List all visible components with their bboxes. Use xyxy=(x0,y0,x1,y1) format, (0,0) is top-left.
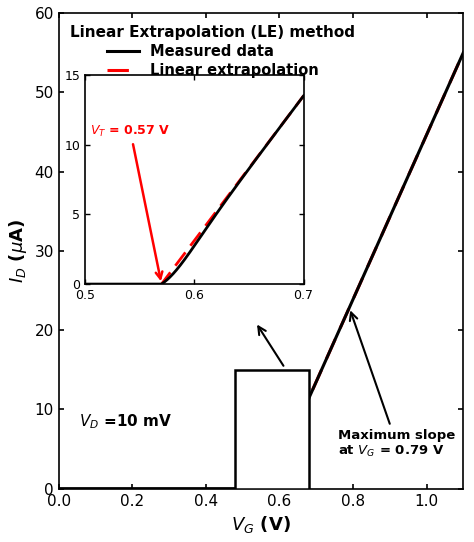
Measured data xyxy=(461,49,466,56)
Measured data xyxy=(291,429,297,436)
Line: Linear extrapolation: Linear extrapolation xyxy=(59,53,464,542)
Measured data xyxy=(81,486,86,492)
Measured data xyxy=(56,486,62,492)
Line: Measured data: Measured data xyxy=(59,53,464,489)
Linear extrapolation xyxy=(426,127,432,133)
X-axis label: $V_G$ (V): $V_G$ (V) xyxy=(231,514,291,535)
Measured data xyxy=(404,175,410,182)
Text: Maximum slope
at $V_G$ = 0.79 V: Maximum slope at $V_G$ = 0.79 V xyxy=(338,312,456,460)
Linear extrapolation xyxy=(440,95,446,101)
Measured data xyxy=(314,378,319,384)
Bar xyxy=(235,370,309,489)
Legend: Measured data, Linear extrapolation: Measured data, Linear extrapolation xyxy=(66,20,360,83)
Measured data xyxy=(301,405,307,411)
Y-axis label: $I_D$ ($\mu$A): $I_D$ ($\mu$A) xyxy=(7,219,29,283)
Linear extrapolation xyxy=(461,49,466,56)
Measured data xyxy=(363,268,368,274)
Text: $V_D$ =10 mV: $V_D$ =10 mV xyxy=(79,413,173,431)
